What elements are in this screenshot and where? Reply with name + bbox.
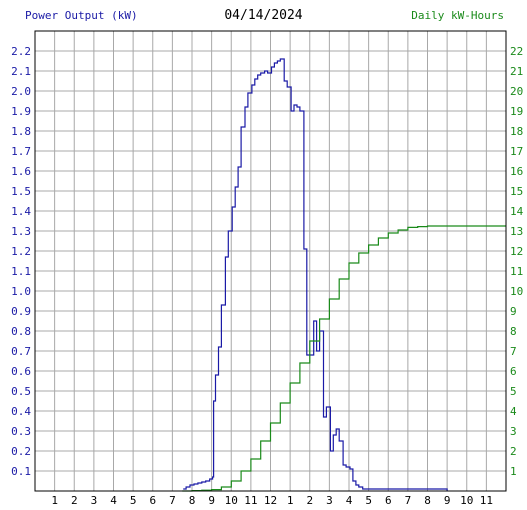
y-left-tick-label: 1.1 <box>11 265 31 278</box>
x-tick-label: 11 <box>480 494 493 507</box>
y-right-tick-label: 16 <box>510 165 523 178</box>
y-left-tick-label: 1.9 <box>11 105 31 118</box>
y-right-tick-label: 5 <box>510 385 517 398</box>
x-tick-label: 4 <box>110 494 117 507</box>
y-left-tick-label: 0.4 <box>11 405 31 418</box>
y-right-tick-label: 1 <box>510 465 517 478</box>
x-tick-label: 9 <box>208 494 215 507</box>
x-tick-label: 1 <box>51 494 58 507</box>
chart-grid <box>35 31 506 491</box>
y-right-tick-label: 9 <box>510 305 517 318</box>
y-left-tick-label: 1.4 <box>11 205 31 218</box>
x-tick-label: 4 <box>346 494 353 507</box>
y-right-tick-label: 19 <box>510 105 523 118</box>
y-right-tick-label: 2 <box>510 445 517 458</box>
y-left-tick-label: 2.0 <box>11 85 31 98</box>
y-right-tick-label: 10 <box>510 285 523 298</box>
x-tick-label: 2 <box>71 494 78 507</box>
y-left-tick-label: 0.7 <box>11 345 31 358</box>
y-left-tick-label: 0.2 <box>11 445 31 458</box>
y-right-tick-label: 6 <box>510 365 517 378</box>
x-tick-label: 8 <box>424 494 431 507</box>
y-right-tick-label: 3 <box>510 425 517 438</box>
chart-series <box>182 58 506 492</box>
y-right-tick-label: 20 <box>510 85 523 98</box>
x-tick-label: 6 <box>149 494 156 507</box>
y-right-tick-label: 7 <box>510 345 517 358</box>
x-tick-label: 9 <box>444 494 451 507</box>
x-axis-ticks: 1 2 3 4 5 6 7 8 9 10 11 12 1 2 3 4 5 6 7 8 9 10 11 <box>51 494 493 507</box>
x-tick-label: 8 <box>189 494 196 507</box>
x-tick-label: 2 <box>306 494 313 507</box>
y-right-tick-label: 17 <box>510 145 523 158</box>
daily-kwh-series <box>182 225 506 492</box>
y-left-tick-label: 0.3 <box>11 425 31 438</box>
y-left-tick-label: 1.6 <box>11 165 31 178</box>
x-tick-label: 3 <box>91 494 98 507</box>
y-left-tick-label: 0.6 <box>11 365 31 378</box>
power-output-series <box>183 58 448 491</box>
y-left-tick-label: 0.5 <box>11 385 31 398</box>
y-left-tick-label: 0.8 <box>11 325 31 338</box>
y-left-tick-label: 1.2 <box>11 245 31 258</box>
x-tick-label: 7 <box>169 494 176 507</box>
x-tick-label: 11 <box>244 494 257 507</box>
x-tick-label: 3 <box>326 494 333 507</box>
y-right-tick-label: 11 <box>510 265 523 278</box>
x-tick-label: 6 <box>385 494 392 507</box>
y-left-tick-label: 1.5 <box>11 185 31 198</box>
left-axis-title: Power Output (kW) <box>25 9 138 22</box>
y-left-tick-label: 2.1 <box>11 65 31 78</box>
y-right-tick-label: 18 <box>510 125 523 138</box>
x-tick-label: 5 <box>130 494 137 507</box>
x-tick-label: 12 <box>264 494 277 507</box>
y-left-tick-label: 0.9 <box>11 305 31 318</box>
y-axis-left-ticks: 0.1 0.2 0.3 0.4 0.5 0.6 0.7 0.8 0.9 1.0 1.1 1.2 1.3 1… <box>11 45 31 478</box>
y-right-tick-label: 12 <box>510 245 523 258</box>
y-left-tick-label: 1.7 <box>11 145 31 158</box>
y-left-tick-label: 1.0 <box>11 285 31 298</box>
right-axis-title: Daily kW-Hours <box>411 9 504 22</box>
y-right-tick-label: 8 <box>510 325 517 338</box>
chart-title: 04/14/2024 <box>224 8 303 23</box>
x-tick-label: 5 <box>365 494 372 507</box>
y-left-tick-label: 2.2 <box>11 45 31 58</box>
y-right-tick-label: 21 <box>510 65 523 78</box>
y-right-tick-label: 22 <box>510 45 523 58</box>
y-right-tick-label: 4 <box>510 405 517 418</box>
y-right-tick-label: 13 <box>510 225 523 238</box>
y-right-tick-label: 15 <box>510 185 523 198</box>
y-left-tick-label: 0.1 <box>11 465 31 478</box>
x-tick-label: 7 <box>405 494 412 507</box>
y-left-tick-label: 1.8 <box>11 125 31 138</box>
x-tick-label: 10 <box>460 494 473 507</box>
x-tick-label: 1 <box>287 494 294 507</box>
y-right-tick-label: 14 <box>510 205 524 218</box>
x-tick-label: 10 <box>225 494 238 507</box>
y-left-tick-label: 1.3 <box>11 225 31 238</box>
plot-frame <box>34 30 507 492</box>
